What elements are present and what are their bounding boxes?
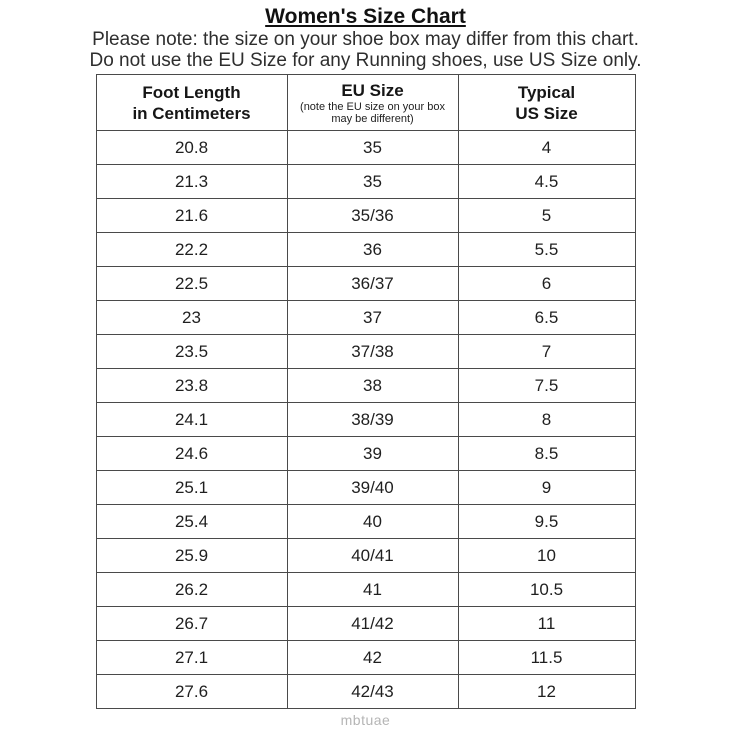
us-size-cell: 6.5	[457, 300, 636, 335]
eu-size-cell: 39	[286, 436, 459, 471]
table-row: 20.8 35 4	[95, 130, 636, 165]
eu-size-cell: 36/37	[286, 266, 459, 301]
eu-size-cell: 37/38	[286, 334, 459, 369]
table-row: 21.3 35 4.5	[95, 164, 636, 199]
us-size-cell: 9	[457, 470, 636, 505]
foot-length-cell: 26.7	[95, 606, 288, 641]
us-size-cell: 10	[457, 538, 636, 573]
us-size-cell: 8.5	[457, 436, 636, 471]
eu-size-cell: 41/42	[286, 606, 459, 641]
table-row: 25.9 40/41 10	[95, 538, 636, 573]
us-size-cell: 9.5	[457, 504, 636, 539]
table-row: 22.2 36 5.5	[95, 232, 636, 267]
eu-size-subnote-line1: (note the EU size on your box	[300, 101, 445, 113]
table-row: 22.5 36/37 6	[95, 266, 636, 301]
eu-size-cell: 35	[286, 164, 459, 199]
foot-length-cell: 24.6	[95, 436, 288, 471]
us-size-cell: 8	[457, 402, 636, 437]
table-row: 25.4 40 9.5	[95, 504, 636, 539]
us-size-label-line2: US Size	[515, 103, 578, 123]
watermark: mbtuae	[340, 712, 391, 728]
foot-length-cell: 24.1	[95, 402, 288, 437]
foot-length-cell: 25.4	[95, 504, 288, 539]
eu-size-cell: 38	[286, 368, 459, 403]
foot-length-label-line1: Foot Length	[142, 82, 241, 102]
us-size-cell: 7	[457, 334, 636, 369]
foot-length-cell: 21.6	[95, 198, 288, 233]
foot-length-label-line2: in Centimeters	[132, 103, 251, 123]
table-row: 25.1 39/40 9	[95, 470, 636, 505]
us-size-cell: 5	[457, 198, 636, 233]
note-line-2: Do not use the EU Size for any Running s…	[89, 50, 642, 71]
table-row: 23 37 6.5	[95, 300, 636, 335]
table-row: 23.5 37/38 7	[95, 334, 636, 369]
size-table-header: Foot Length in Centimeters EU Size (note…	[95, 74, 636, 131]
col-header-foot-length: Foot Length in Centimeters	[95, 74, 288, 131]
table-row: 27.6 42/43 12	[95, 674, 636, 709]
us-size-cell: 6	[457, 266, 636, 301]
col-header-us-size: Typical US Size	[457, 74, 636, 131]
foot-length-cell: 22.5	[95, 266, 288, 301]
table-row: 24.1 38/39 8	[95, 402, 636, 437]
us-size-cell: 4	[457, 130, 636, 165]
eu-size-cell: 35/36	[286, 198, 459, 233]
foot-length-cell: 27.6	[95, 674, 288, 709]
foot-length-cell: 25.9	[95, 538, 288, 573]
eu-size-cell: 41	[286, 572, 459, 607]
eu-size-cell: 38/39	[286, 402, 459, 437]
foot-length-cell: 23	[95, 300, 288, 335]
note-line-1: Please note: the size on your shoe box m…	[92, 29, 639, 50]
us-size-cell: 5.5	[457, 232, 636, 267]
table-row: 26.7 41/42 11	[95, 606, 636, 641]
us-size-cell: 11.5	[457, 640, 636, 675]
foot-length-cell: 20.8	[95, 130, 288, 165]
size-table-body: 20.8 35 4 21.3 35 4.5 21.6 35/36 5 22.2 36 5.5 22.5 3…	[95, 130, 636, 709]
header-row: Foot Length in Centimeters EU Size (note…	[95, 74, 636, 131]
eu-size-cell: 40	[286, 504, 459, 539]
eu-size-cell: 36	[286, 232, 459, 267]
size-table: Foot Length in Centimeters EU Size (note…	[95, 74, 636, 709]
table-row: 27.1 42 11.5	[95, 640, 636, 675]
table-row: 21.6 35/36 5	[95, 198, 636, 233]
eu-size-cell: 40/41	[286, 538, 459, 573]
eu-size-cell: 39/40	[286, 470, 459, 505]
eu-size-label: EU Size	[341, 81, 404, 100]
us-size-cell: 11	[457, 606, 636, 641]
us-size-cell: 10.5	[457, 572, 636, 607]
us-size-cell: 7.5	[457, 368, 636, 403]
table-row: 26.2 41 10.5	[95, 572, 636, 607]
table-row: 24.6 39 8.5	[95, 436, 636, 471]
us-size-cell: 12	[457, 674, 636, 709]
foot-length-cell: 27.1	[95, 640, 288, 675]
eu-size-cell: 35	[286, 130, 459, 165]
foot-length-cell: 25.1	[95, 470, 288, 505]
eu-size-subnote-line2: may be different)	[331, 113, 414, 125]
eu-size-cell: 42	[286, 640, 459, 675]
foot-length-cell: 23.5	[95, 334, 288, 369]
foot-length-cell: 22.2	[95, 232, 288, 267]
table-row: 23.8 38 7.5	[95, 368, 636, 403]
us-size-label-line1: Typical	[517, 82, 576, 102]
eu-size-cell: 42/43	[286, 674, 459, 709]
page-title: Women's Size Chart	[265, 5, 466, 28]
foot-length-cell: 21.3	[95, 164, 288, 199]
foot-length-cell: 23.8	[95, 368, 288, 403]
eu-size-cell: 37	[286, 300, 459, 335]
us-size-cell: 4.5	[457, 164, 636, 199]
foot-length-cell: 26.2	[95, 572, 288, 607]
col-header-eu-size: EU Size (note the EU size on your box ma…	[286, 74, 459, 131]
